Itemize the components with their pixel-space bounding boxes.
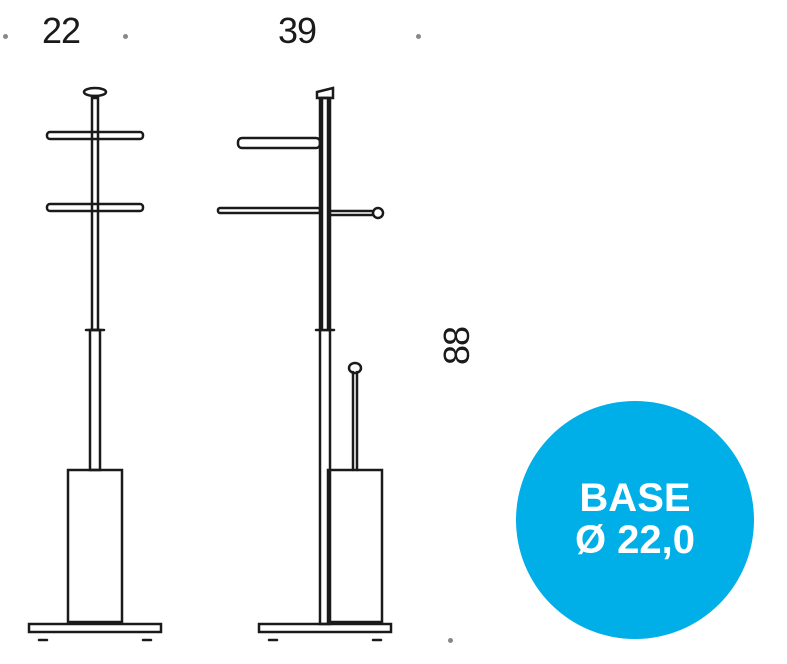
- badge-line2: Ø 22,0: [575, 518, 695, 562]
- base-diameter-badge: BASE Ø 22,0: [516, 401, 754, 639]
- badge-line1: BASE: [579, 478, 690, 518]
